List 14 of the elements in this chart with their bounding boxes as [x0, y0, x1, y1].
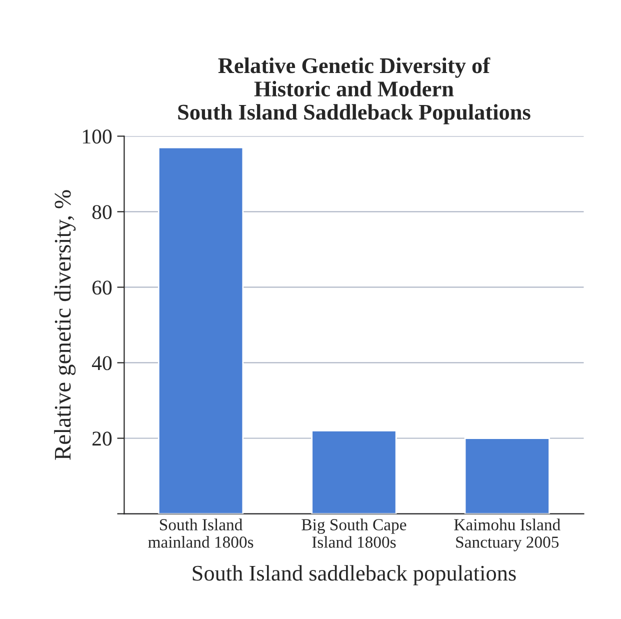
bar: [464, 438, 550, 514]
x-tick-label: Big South Cape Island 1800s: [302, 518, 406, 548]
x-tick-label: South Island mainland 1800s: [148, 518, 254, 548]
y-tick-label: 60: [92, 280, 112, 295]
y-tick-label: 100: [82, 130, 112, 144]
y-tick-label: 80: [92, 205, 112, 220]
y-axis-title: Relative genetic diversity, %: [54, 190, 76, 460]
y-tick-label: 20: [92, 432, 112, 446]
chart-title: Relative Genetic Diversity of Historic and Modern South Island Saddleback Populations: [178, 57, 530, 124]
y-tick-label: 40: [92, 356, 112, 370]
bar: [158, 146, 244, 514]
bar: [311, 430, 397, 514]
x-axis-title: South Island saddleback populations: [192, 565, 516, 586]
x-tick-label: Kaimohu Island Sanctuary 2005: [454, 518, 560, 552]
